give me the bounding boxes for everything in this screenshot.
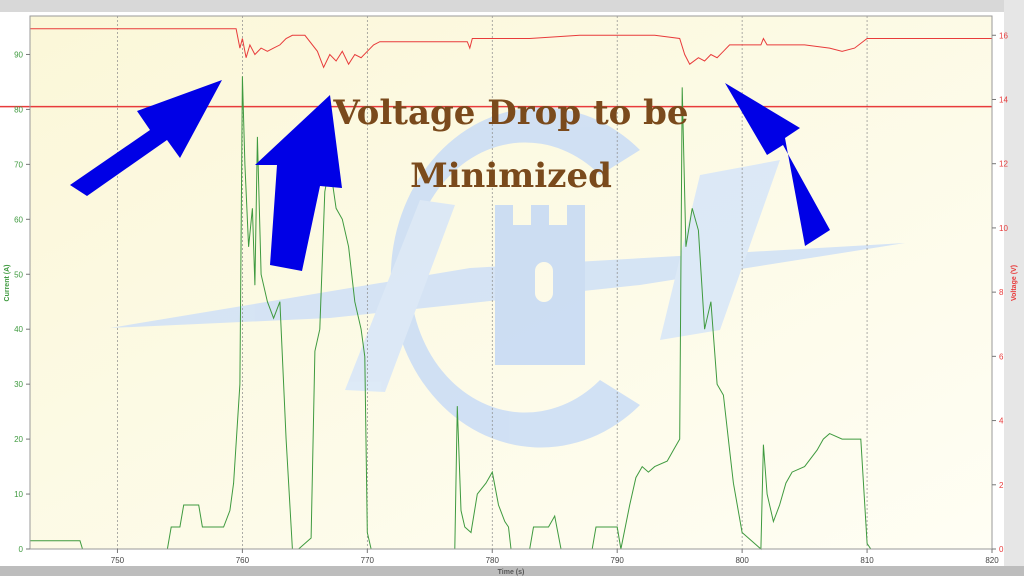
y-right-axis-title: Voltage (V)	[1011, 265, 1018, 301]
y-left-tick-label: 90	[14, 50, 23, 59]
y-right-tick-label: 10	[999, 224, 1008, 233]
y-left-tick-label: 40	[14, 325, 23, 334]
y-right-tick-label: 8	[999, 288, 1004, 297]
y-right-tick-label: 2	[999, 481, 1004, 490]
y-left-tick-label: 20	[14, 435, 23, 444]
y-right-tick-label: 12	[999, 160, 1008, 169]
y-right-tick-label: 16	[999, 31, 1008, 40]
x-tick-label: 760	[236, 556, 250, 565]
y-left-tick-label: 80	[14, 105, 23, 114]
watermark-logo	[110, 107, 905, 448]
arrow-group	[70, 80, 830, 271]
current-series-line	[30, 76, 992, 551]
y-left-tick-label: 60	[14, 215, 23, 224]
y-left-tick-label: 10	[14, 490, 23, 499]
y-left-axis-title: Current (A)	[4, 265, 11, 302]
x-tick-label: 750	[111, 556, 125, 565]
top-border-strip	[0, 0, 1024, 12]
y-right-tick-label: 4	[999, 417, 1004, 426]
annotation-line-1: Voltage Drop to be	[332, 93, 688, 133]
x-tick-label: 810	[860, 556, 874, 565]
y-left-tick-label: 70	[14, 160, 23, 169]
bottom-border-strip	[0, 566, 1024, 576]
x-tick-label: 780	[486, 556, 500, 565]
x-axis-title: Time (s)	[498, 569, 525, 576]
arrow-2	[255, 95, 342, 271]
right-border-strip	[1004, 0, 1024, 576]
x-tick-label: 820	[985, 556, 999, 565]
y-right-tick-label: 14	[999, 95, 1008, 104]
y-left-tick-label: 50	[14, 270, 23, 279]
x-tick-label: 770	[361, 556, 375, 565]
x-tick-label: 790	[611, 556, 625, 565]
y-right-tick-label: 6	[999, 352, 1004, 361]
arrow-1	[70, 80, 222, 196]
annotation-line-2: Minimized	[410, 156, 612, 196]
voltage-series-line	[30, 28, 992, 69]
y-right-tick-label: 0	[999, 545, 1004, 554]
plot-frame	[29, 15, 993, 550]
x-tick-label: 800	[735, 556, 749, 565]
y-left-tick-label: 0	[19, 545, 24, 554]
y-left-tick-label: 30	[14, 380, 23, 389]
arrow-3	[725, 83, 830, 246]
